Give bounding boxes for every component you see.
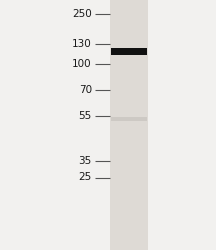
Bar: [111, 48, 147, 55]
Bar: [110, 0, 148, 250]
Text: 35: 35: [79, 156, 92, 166]
Text: 25: 25: [79, 172, 92, 182]
Text: 70: 70: [79, 85, 92, 95]
Bar: [111, 116, 147, 121]
Text: 55: 55: [79, 111, 92, 121]
Text: 250: 250: [72, 9, 92, 19]
Text: 100: 100: [72, 59, 92, 69]
Text: 130: 130: [72, 39, 92, 49]
